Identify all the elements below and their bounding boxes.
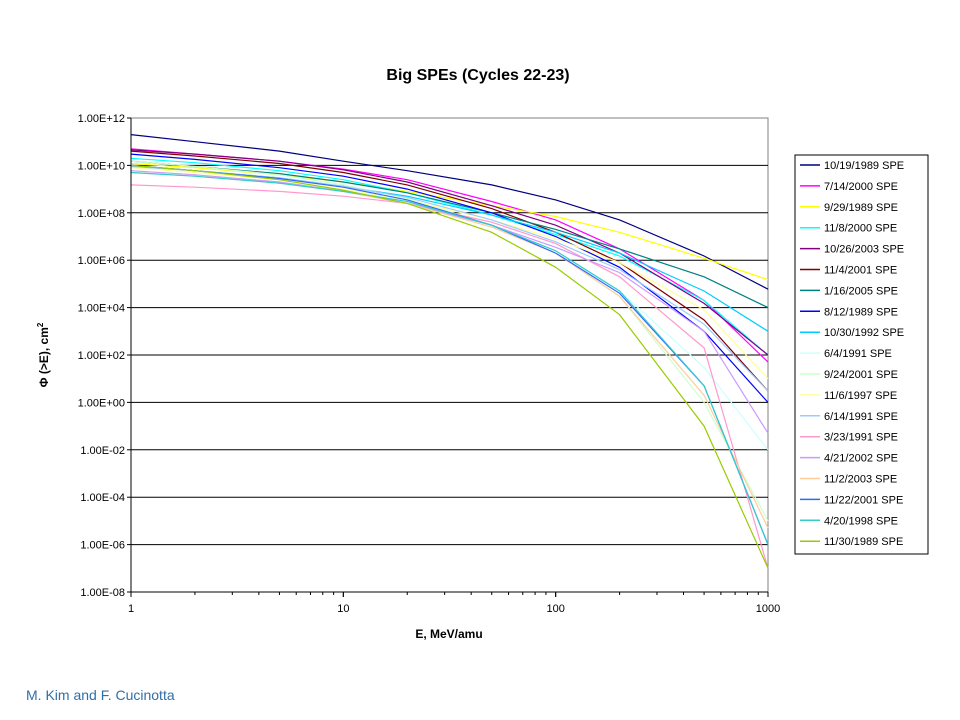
y-tick-label: 1.00E-02 — [80, 445, 125, 457]
legend-box — [794, 154, 929, 555]
series-line — [130, 153, 769, 403]
y-axis-title-text: Φ (>E), cm — [37, 327, 51, 387]
legend-label: 10/30/1992 SPE — [824, 327, 904, 339]
series-line — [130, 171, 769, 545]
y-tick-label: 1.00E-04 — [80, 492, 125, 504]
y-axis-title: Φ (>E), cm2 — [36, 322, 51, 387]
y-tick-label: 1.00E-06 — [80, 540, 125, 552]
legend-label: 4/20/1998 SPE — [824, 515, 898, 527]
legend-label: 6/4/1991 SPE — [824, 348, 892, 360]
x-tick-label: 1000 — [756, 603, 780, 615]
legend-label: 11/6/1997 SPE — [824, 390, 897, 402]
legend-label: 8/12/1989 SPE — [824, 306, 898, 318]
x-tick-labels: 1 10 100 1000 — [128, 118, 780, 615]
series-line — [130, 167, 769, 380]
legend-label: 10/19/1989 SPE — [824, 160, 904, 172]
legend-label: 4/21/2002 SPE — [824, 453, 898, 465]
chart-title: Big SPEs (Cycles 22-23) — [386, 67, 569, 84]
x-tick-label: 1 — [128, 603, 134, 615]
legend-label: 3/23/1991 SPE — [824, 432, 898, 444]
series-line — [130, 149, 769, 356]
series-line — [130, 160, 769, 522]
legend-label: 11/8/2000 SPE — [824, 223, 897, 235]
legend-label: 1/16/2005 SPE — [824, 285, 898, 297]
legend-label: 11/2/2003 SPE — [824, 474, 897, 486]
legend-label: 11/22/2001 SPE — [824, 494, 903, 506]
y-tick-label: 1.00E+08 — [78, 208, 125, 220]
legend-label: 10/26/2003 SPE — [824, 244, 904, 256]
series-line — [130, 134, 769, 290]
y-tick-label: 1.00E+10 — [78, 160, 125, 172]
y-tick-label: 1.00E+12 — [78, 113, 125, 125]
legend-label: 9/29/1989 SPE — [824, 202, 898, 214]
gridlines — [131, 164, 768, 546]
series-line — [130, 150, 769, 392]
series-line — [130, 170, 769, 434]
y-axis-title-superscript: 2 — [36, 322, 45, 327]
y-tick-label: 1.00E+04 — [78, 303, 125, 315]
legend-label: 9/24/2001 SPE — [824, 369, 898, 381]
author-credit: M. Kim and F. Cucinotta — [26, 687, 175, 703]
y-tick-labels: 1.00E-08 1.00E-06 1.00E-04 1.00E-02 1.00E+00… — [78, 113, 131, 599]
legend-label: 7/14/2000 SPE — [824, 181, 898, 193]
x-axis-title: E, MeV/amu — [415, 627, 482, 641]
legend-label: 11/30/1989 SPE — [824, 536, 903, 548]
series-line — [130, 164, 769, 569]
x-tick-label: 10 — [337, 603, 349, 615]
y-tick-label: 1.00E+02 — [78, 350, 125, 362]
x-tick-label: 100 — [546, 603, 564, 615]
legend: 10/19/1989 SPE 7/14/2000 SPE 9/29/1989 SPE… — [800, 160, 904, 548]
y-tick-label: 1.00E-08 — [80, 587, 125, 599]
legend-label: 11/4/2001 SPE — [824, 265, 897, 277]
y-tick-label: 1.00E+06 — [78, 255, 125, 267]
series-lines — [130, 134, 769, 569]
y-tick-label: 1.00E+00 — [78, 397, 125, 409]
legend-label: 6/14/1991 SPE — [824, 411, 898, 423]
